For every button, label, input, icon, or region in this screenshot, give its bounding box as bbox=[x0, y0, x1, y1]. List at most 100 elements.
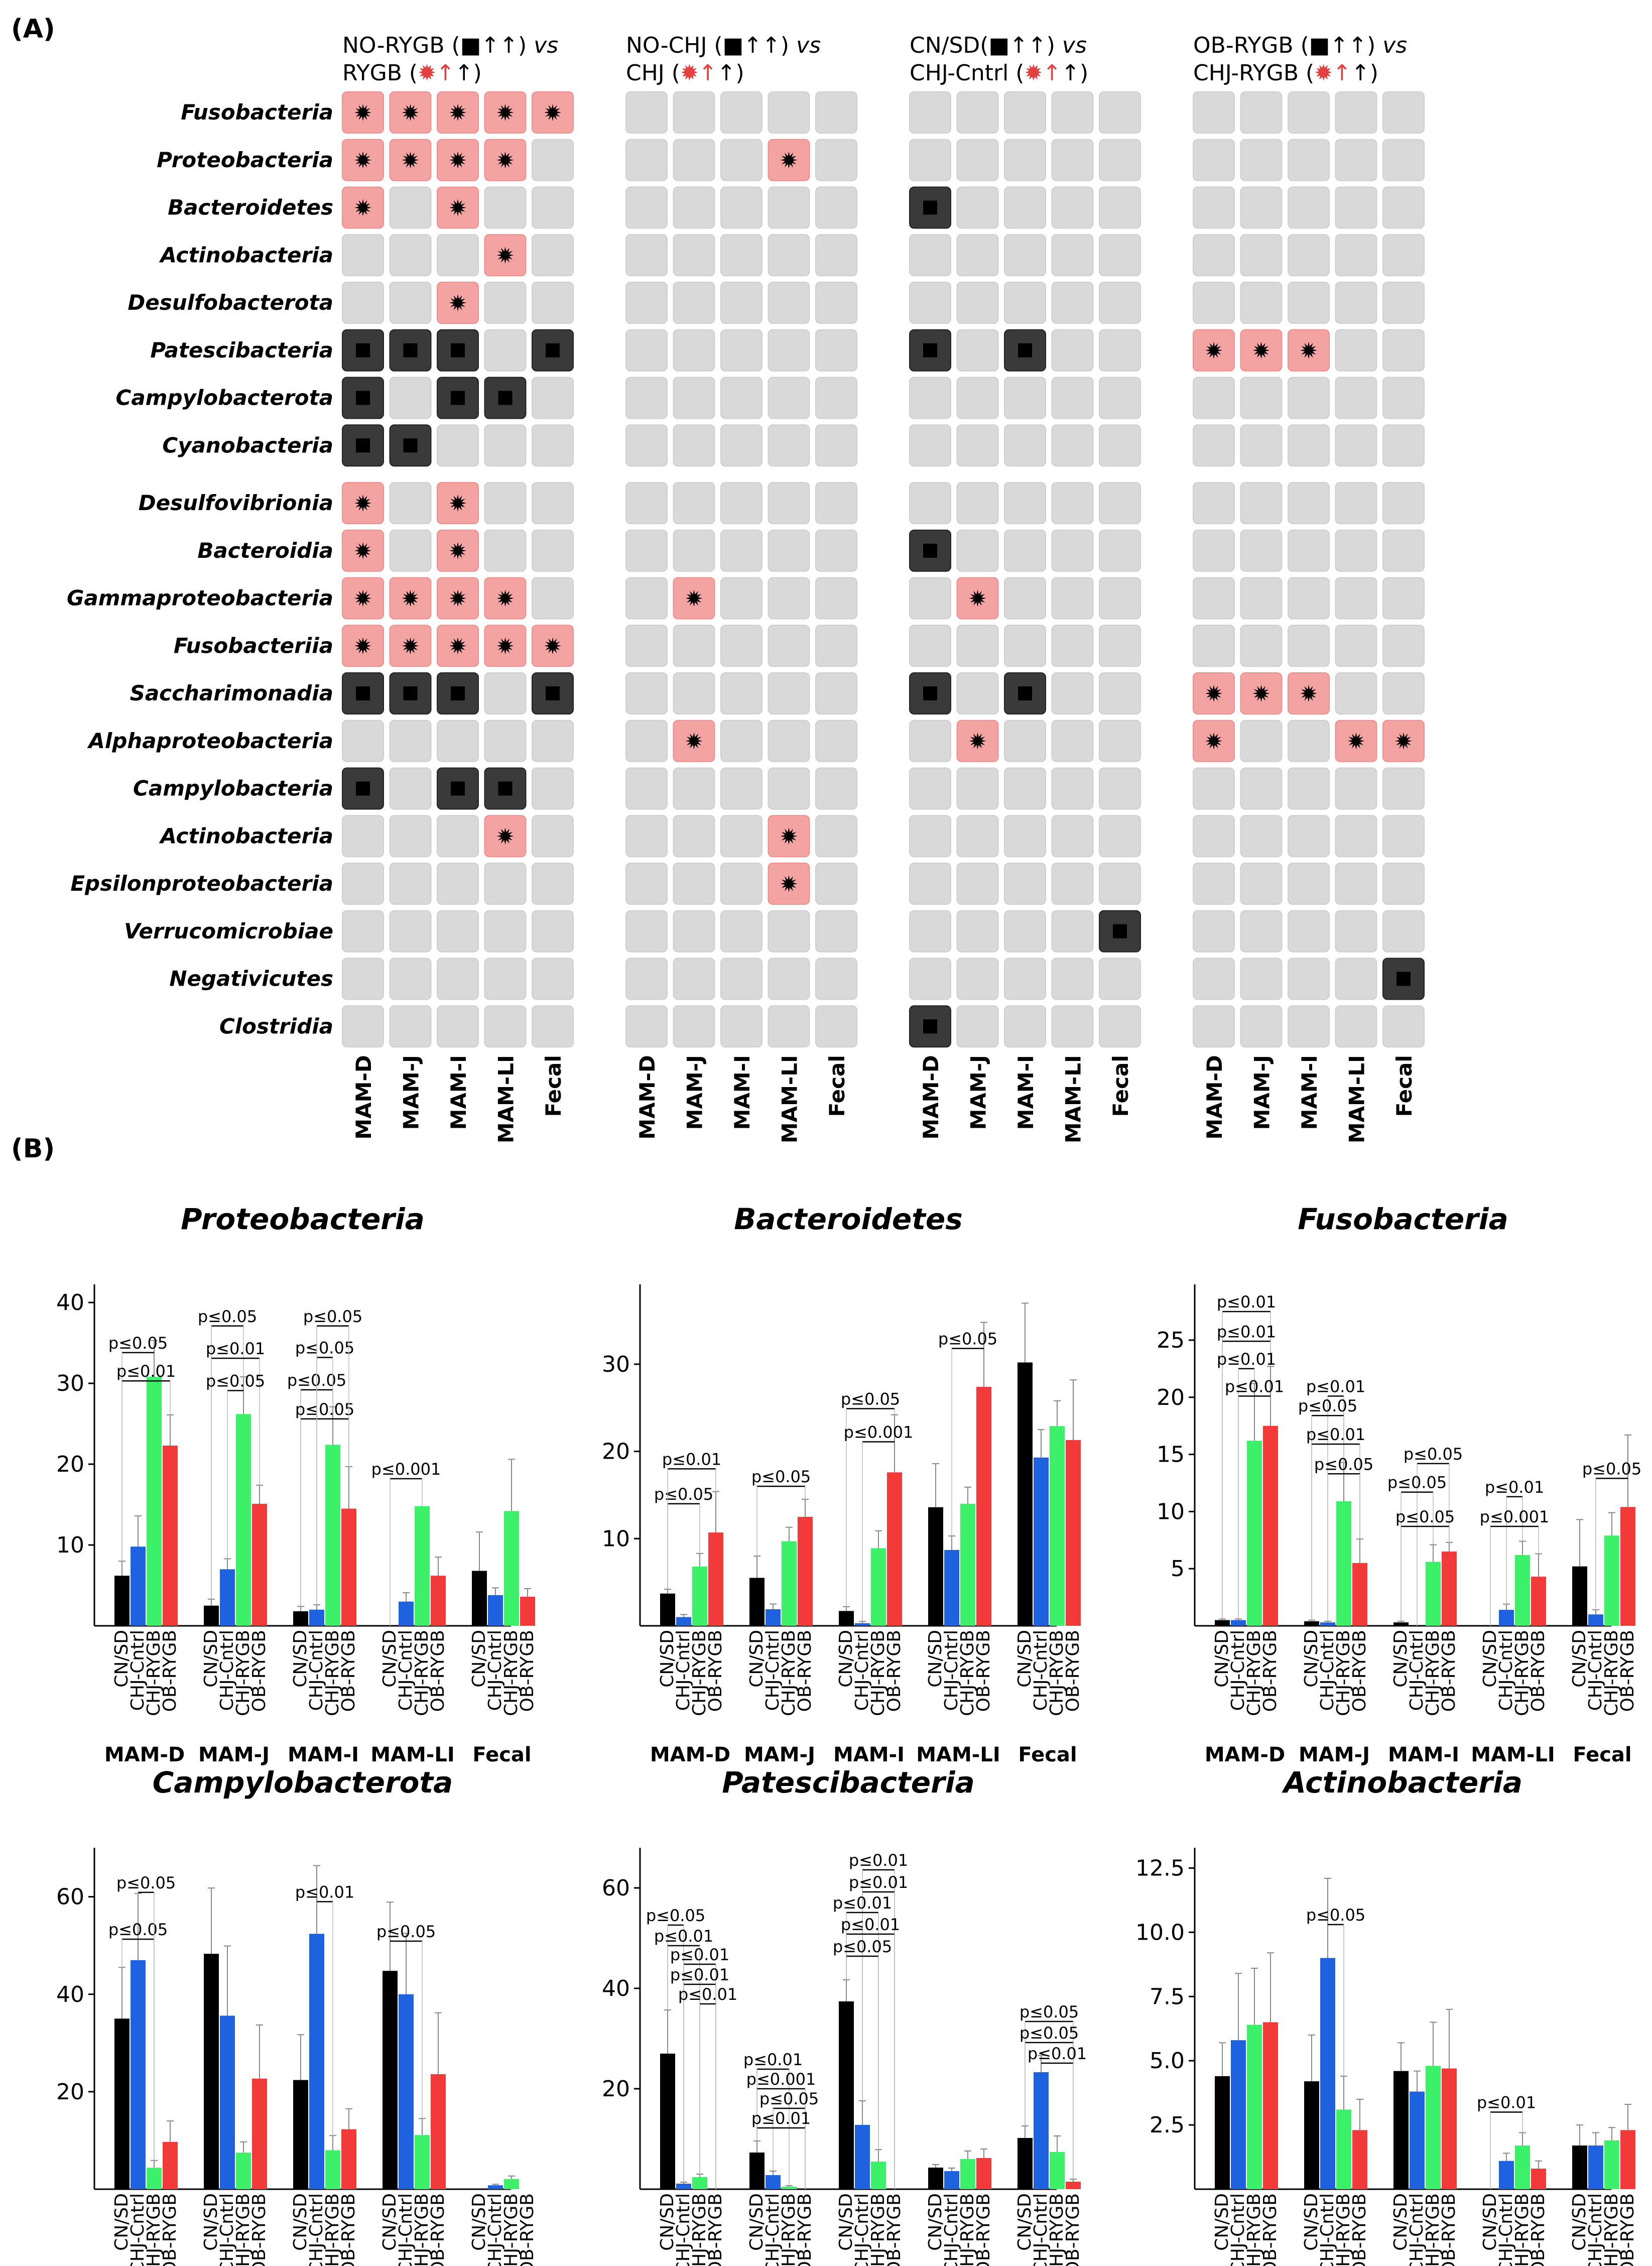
heatmap-cell bbox=[956, 672, 999, 714]
bar bbox=[1018, 2138, 1033, 2189]
heatmap-cell bbox=[768, 91, 810, 134]
bar bbox=[147, 2168, 162, 2189]
heatmap-cell bbox=[720, 863, 763, 905]
heatmap-cell bbox=[768, 482, 810, 524]
heatmap-cell bbox=[1335, 625, 1377, 667]
heatmap-cell bbox=[815, 1005, 857, 1048]
heatmap-cell bbox=[389, 529, 432, 572]
bar bbox=[1018, 1362, 1033, 1626]
bar bbox=[766, 2175, 781, 2189]
star-up-marker: ✹↑ bbox=[680, 60, 717, 86]
heatmap-cell bbox=[1051, 1005, 1094, 1048]
column-label: MAM-LI bbox=[494, 1055, 519, 1143]
black-square-marker bbox=[923, 200, 937, 215]
row-label: Alphaproteobacteria bbox=[87, 729, 333, 753]
bar-group-label: CN/SD bbox=[746, 1630, 767, 1688]
y-tick-label: 60 bbox=[602, 1875, 630, 1901]
bar bbox=[839, 1611, 854, 1626]
p-value-label: p≤0.01 bbox=[1217, 1350, 1276, 1369]
y-tick-label: 25 bbox=[1157, 1328, 1185, 1353]
p-value-label: p≤0.01 bbox=[1028, 2044, 1087, 2063]
comparison-group2: RYGB ( bbox=[342, 60, 418, 86]
heatmap-cell bbox=[532, 1005, 574, 1048]
comparison-header-line1: NO-CHJ (■↑↑) vs bbox=[626, 33, 821, 58]
star-marker bbox=[1252, 341, 1270, 359]
bar-chart: Proteobacteria10203040CN/SDCHJ-CntrlCHJ-… bbox=[56, 1202, 538, 1766]
heatmap-cell bbox=[1004, 910, 1046, 952]
bar bbox=[1050, 2152, 1065, 2189]
row-label: Negativicutes bbox=[169, 967, 333, 991]
star-marker bbox=[402, 589, 419, 607]
bar-group-label: CN/SD bbox=[1569, 2193, 1590, 2251]
heatmap-cell bbox=[673, 282, 715, 324]
comparison-header-line2: CHJ-RYGB (✹↑↑) bbox=[1193, 60, 1378, 86]
heatmap-cell bbox=[815, 282, 857, 324]
column-label: MAM-I bbox=[1297, 1055, 1322, 1130]
star-marker bbox=[1347, 732, 1365, 750]
heatmap-cell bbox=[1240, 958, 1283, 1000]
star-marker bbox=[354, 199, 371, 216]
heatmap-cell bbox=[342, 863, 384, 905]
p-value-label: p≤0.05 bbox=[1395, 1507, 1455, 1526]
heatmap-cell bbox=[1004, 577, 1046, 620]
heatmap-cell bbox=[1335, 424, 1377, 467]
heatmap-cell bbox=[1004, 91, 1046, 134]
bar-group-label: CN/SD bbox=[1301, 1630, 1322, 1688]
heatmap-cell bbox=[1051, 577, 1094, 620]
bar-group-label: OB-RYGB bbox=[160, 2193, 180, 2266]
black-square-up-marker: ■↑ bbox=[723, 33, 762, 58]
row-label: Bacteroidetes bbox=[168, 195, 333, 220]
bar bbox=[887, 1472, 902, 1626]
heatmap-cell bbox=[532, 577, 574, 620]
heatmap-cell bbox=[1051, 720, 1094, 762]
heatmap-cell bbox=[956, 329, 999, 372]
bar-group-label: CHJ-Cntrl bbox=[485, 1630, 505, 1711]
heatmap-cell bbox=[1240, 767, 1283, 810]
black-square-marker bbox=[498, 391, 513, 405]
black-square-marker bbox=[546, 343, 560, 357]
row-label: Clostridia bbox=[219, 1014, 333, 1038]
bar bbox=[236, 2153, 251, 2189]
bar bbox=[1442, 2068, 1457, 2189]
heatmap-cell bbox=[956, 377, 999, 419]
heatmap-cell bbox=[1099, 958, 1141, 1000]
heatmap-cell bbox=[1382, 424, 1425, 467]
bar-group-label: CHJ-RYGB bbox=[1047, 2193, 1067, 2266]
category-label: Fecal bbox=[1573, 1743, 1631, 1766]
bar-group-label: OB-RYGB bbox=[1349, 1630, 1370, 1712]
heatmap-cell bbox=[532, 910, 574, 952]
bar bbox=[1515, 2145, 1530, 2189]
category-label: MAM-D bbox=[650, 1743, 730, 1766]
heatmap-cell bbox=[815, 139, 857, 181]
bar-group-label: OB-RYGB bbox=[1528, 2193, 1549, 2266]
bar bbox=[928, 1507, 943, 1626]
heatmap-cell bbox=[1051, 329, 1094, 372]
heatmap-cell bbox=[768, 577, 810, 620]
heatmap-cell bbox=[625, 815, 668, 858]
column-label: MAM-D bbox=[1202, 1055, 1227, 1139]
bar-group-label: CN/SD bbox=[1212, 2193, 1232, 2251]
bar bbox=[1066, 2182, 1081, 2189]
heatmap-cell bbox=[484, 424, 527, 467]
heatmap-cell bbox=[532, 139, 574, 181]
heatmap-cell bbox=[815, 424, 857, 467]
heatmap-cell bbox=[1051, 529, 1094, 572]
black-square-marker bbox=[923, 543, 937, 558]
heatmap-cell bbox=[1382, 482, 1425, 524]
bar bbox=[1320, 1958, 1335, 2189]
heatmap-cell bbox=[909, 815, 951, 858]
heatmap-cell bbox=[1099, 424, 1141, 467]
y-tick-label: 20 bbox=[56, 1452, 84, 1477]
black-square-marker bbox=[1113, 924, 1127, 938]
heatmap-cell bbox=[625, 672, 668, 714]
heatmap-cell bbox=[1335, 672, 1377, 714]
heatmap-cell bbox=[909, 234, 951, 277]
bar-group-label: CHJ-Cntrl bbox=[306, 1630, 327, 1711]
bar-group-label: CHJ-RYGB bbox=[957, 2193, 978, 2266]
star-marker bbox=[1252, 685, 1270, 702]
heatmap-cell bbox=[1288, 577, 1330, 620]
heatmap-cell bbox=[673, 910, 715, 952]
bar bbox=[1442, 1552, 1457, 1626]
bar bbox=[1352, 1563, 1367, 1626]
heatmap-cell bbox=[532, 377, 574, 419]
